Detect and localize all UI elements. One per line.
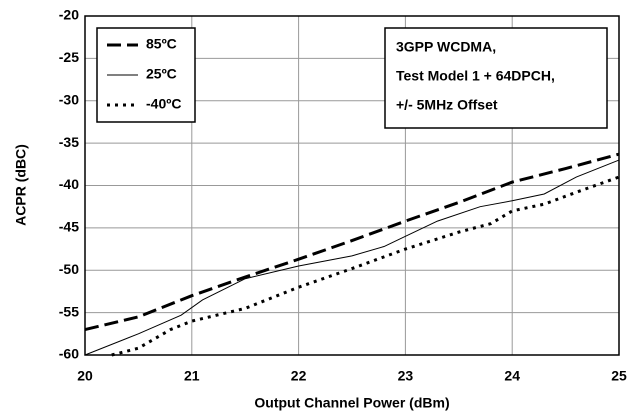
y-tick-label: -50	[59, 261, 79, 277]
annotation-text: 3GPP WCDMA,	[396, 39, 496, 55]
x-tick-label: 24	[504, 368, 520, 384]
y-tick-label: -20	[59, 7, 79, 23]
legend-label: 85ºC	[146, 36, 177, 52]
plot-frame	[84, 15, 620, 356]
series-line	[84, 159, 620, 356]
y-tick-label: -35	[59, 134, 79, 150]
x-tick-label: 25	[611, 368, 627, 384]
annotation-text: +/- 5MHz Offset	[396, 97, 498, 113]
y-tick-label: -45	[59, 219, 79, 235]
x-tick-label: 21	[184, 368, 200, 384]
y-tick-label: -30	[59, 91, 79, 107]
series-line	[111, 175, 620, 357]
legend-label: -40ºC	[146, 96, 181, 112]
y-tick-label: -25	[59, 49, 79, 65]
y-axis-label: ACPR (dBC)	[13, 144, 29, 226]
annotation-text: Test Model 1 + 64DPCH,	[396, 68, 555, 84]
y-tick-label: -55	[59, 303, 79, 319]
series-line	[84, 152, 620, 332]
legend-label: 25ºC	[146, 66, 177, 82]
x-tick-label: 20	[77, 368, 93, 384]
x-tick-label: 22	[291, 368, 307, 384]
annotation-box	[384, 27, 608, 129]
x-axis-label: Output Channel Power (dBm)	[254, 395, 449, 411]
y-tick-label: -60	[59, 346, 79, 362]
x-tick-label: 23	[398, 368, 414, 384]
y-tick-label: -40	[59, 176, 79, 192]
